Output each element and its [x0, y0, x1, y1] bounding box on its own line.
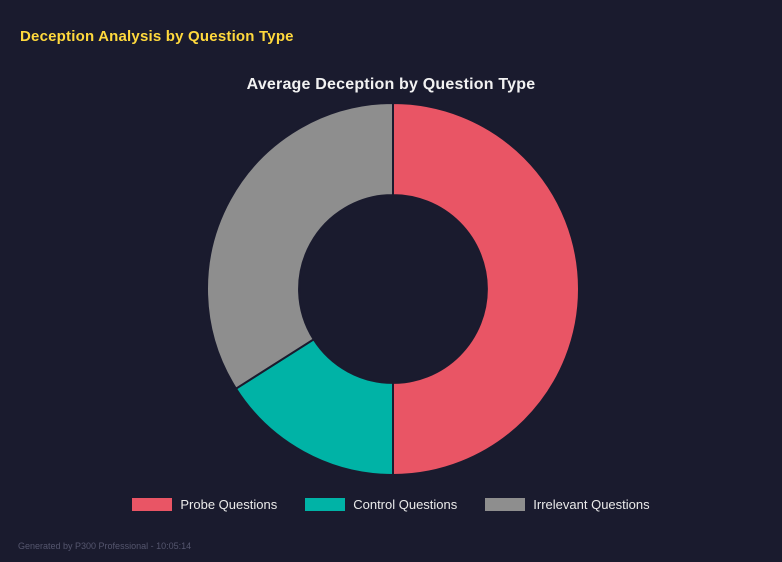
segment-control-questions[interactable] [234, 337, 394, 477]
doughnut-chart[interactable] [163, 59, 623, 519]
legend-label-probe: Probe Questions [180, 497, 278, 512]
legend-label-control: Control Questions [353, 497, 458, 512]
page-title: Deception Analysis by Question Type [20, 28, 294, 45]
chart-title: Average Deception by Question Type [246, 76, 536, 93]
legend-item-probe-questions[interactable]: Probe Questions [132, 497, 277, 512]
legend-swatch-probe [132, 498, 173, 511]
legend-item-irrelevant-questions[interactable]: Irrelevant Questions [485, 497, 650, 512]
segment-irrelevant-questions[interactable] [206, 101, 394, 391]
legend-item-control-questions[interactable]: Control Questions [305, 497, 457, 512]
legend-swatch-irrelevant [485, 498, 526, 511]
footer-note: Generated by P300 Professional - 10:05:1… [18, 541, 192, 551]
legend-label-irrelevant: Irrelevant Questions [533, 497, 650, 512]
legend-swatch-control [305, 498, 346, 511]
chart-legend: Probe Questions Control Questions Irrele… [0, 497, 782, 512]
segment-probe-questions[interactable] [392, 101, 580, 477]
